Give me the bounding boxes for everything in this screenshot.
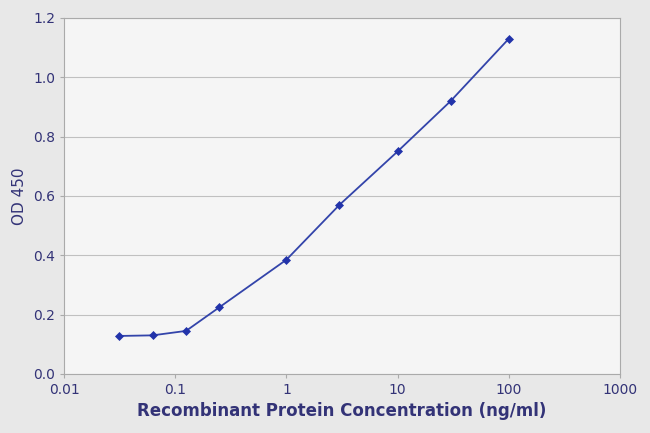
X-axis label: Recombinant Protein Concentration (ng/ml): Recombinant Protein Concentration (ng/ml… [137, 403, 547, 420]
Y-axis label: OD 450: OD 450 [12, 167, 27, 225]
